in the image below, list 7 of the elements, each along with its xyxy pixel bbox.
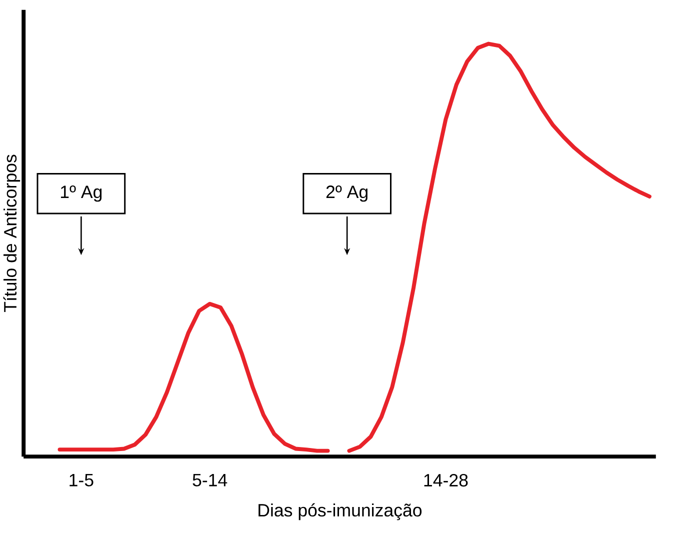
y-axis-title: Título de Anticorpos xyxy=(3,154,20,312)
x-axis-title: Dias pós-imunização xyxy=(258,503,422,520)
x-tick-label: 14-28 xyxy=(424,474,468,487)
annotation: 2º Ag xyxy=(326,186,368,202)
x-tick-label: 5-14 xyxy=(192,474,228,486)
x-tick-label: 1-5 xyxy=(70,474,94,486)
annotation: 1º Ag xyxy=(60,186,102,202)
